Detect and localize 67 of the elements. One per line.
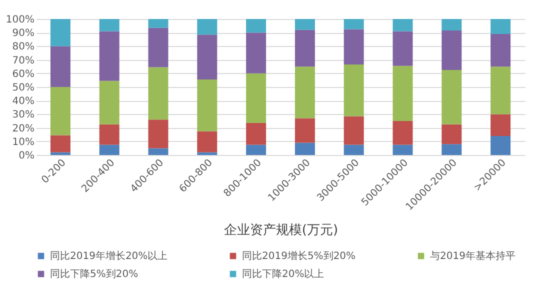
bar bbox=[50, 135, 70, 152]
y-tick-label: 90% bbox=[12, 28, 34, 40]
bar bbox=[148, 120, 168, 148]
bar bbox=[50, 87, 70, 136]
bar bbox=[99, 80, 120, 124]
bar bbox=[442, 19, 462, 31]
y-tick-label: 20% bbox=[12, 123, 34, 134]
bar bbox=[392, 144, 413, 155]
bar bbox=[442, 144, 462, 155]
bar bbox=[344, 64, 364, 116]
bar bbox=[490, 19, 511, 34]
bar bbox=[197, 80, 218, 132]
bar bbox=[246, 19, 266, 33]
bar bbox=[148, 28, 168, 68]
bar bbox=[344, 144, 364, 155]
bar bbox=[197, 131, 218, 152]
y-tick-label: 70% bbox=[12, 55, 34, 66]
bar bbox=[392, 19, 413, 32]
y-tick-label: 30% bbox=[12, 110, 34, 121]
bar bbox=[246, 32, 266, 74]
bar bbox=[344, 116, 364, 145]
bar bbox=[50, 46, 70, 87]
bar bbox=[392, 121, 413, 145]
bar bbox=[148, 67, 168, 120]
legend-label: 同比下降5%到20% bbox=[50, 268, 138, 280]
bar bbox=[246, 73, 266, 124]
bar bbox=[294, 118, 315, 143]
bar bbox=[50, 152, 70, 155]
bar bbox=[344, 29, 364, 65]
y-tick-label: 100% bbox=[6, 14, 34, 26]
legend-label: 同比2019年增长20%以上 bbox=[50, 250, 168, 262]
bar bbox=[294, 19, 315, 30]
x-axis-title: 企业资产规模(万元) bbox=[224, 223, 338, 238]
bar bbox=[294, 142, 315, 155]
bar bbox=[148, 19, 168, 28]
bar bbox=[490, 66, 511, 114]
y-tick-label: 40% bbox=[12, 96, 34, 108]
bar bbox=[50, 19, 70, 46]
bar bbox=[246, 144, 266, 155]
bar bbox=[490, 136, 511, 155]
bar bbox=[197, 152, 218, 155]
bar bbox=[197, 34, 218, 80]
bar bbox=[392, 66, 413, 121]
legend-label: 与2019年基本持平 bbox=[430, 250, 516, 262]
y-tick-label: 0% bbox=[18, 150, 34, 162]
y-tick-label: 50% bbox=[12, 82, 34, 94]
bar bbox=[99, 19, 120, 32]
bar bbox=[490, 114, 511, 136]
bar bbox=[99, 31, 120, 81]
bar bbox=[148, 148, 168, 155]
legend-label: 同比2019增长5%到20% bbox=[242, 250, 356, 262]
y-tick-label: 10% bbox=[12, 136, 34, 148]
bar bbox=[392, 31, 413, 66]
bar bbox=[99, 124, 120, 145]
y-tick-label: 60% bbox=[12, 68, 34, 80]
bar bbox=[442, 124, 462, 144]
bar bbox=[294, 66, 315, 118]
bar bbox=[246, 123, 266, 145]
bar bbox=[442, 30, 462, 70]
bar bbox=[294, 30, 315, 67]
bar bbox=[490, 34, 511, 67]
y-tick-label: 80% bbox=[12, 42, 34, 53]
bar bbox=[99, 144, 120, 155]
bar bbox=[344, 19, 364, 30]
bar bbox=[442, 70, 462, 124]
bar bbox=[197, 19, 218, 35]
legend-label: 同比下降20%以上 bbox=[242, 268, 324, 280]
